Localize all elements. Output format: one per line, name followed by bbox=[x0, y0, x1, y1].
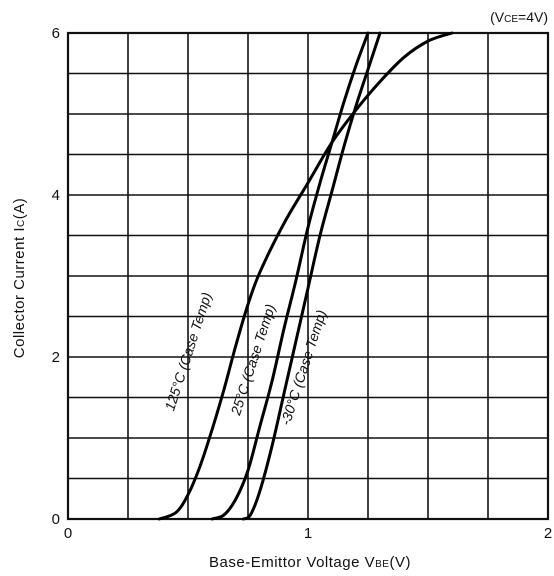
series-line-0 bbox=[157, 31, 454, 521]
grid bbox=[68, 33, 548, 519]
y-tick-label: 2 bbox=[52, 349, 60, 366]
y-axis-label: Collector Current IC(A) bbox=[11, 198, 28, 358]
x-axis-label: Base-Emittor Voltage VBE(V) bbox=[209, 554, 411, 571]
y-tick-label: 4 bbox=[52, 187, 60, 204]
tick-labels: 0 1 2 0 2 4 6 bbox=[52, 25, 553, 542]
series-line-2 bbox=[241, 31, 382, 521]
condition-label: (VCE=4V) bbox=[490, 9, 548, 25]
plot-frame bbox=[66, 31, 550, 521]
x-tick-label: 1 bbox=[304, 525, 312, 542]
x-tick-label: 2 bbox=[544, 525, 552, 542]
y-tick-label: 0 bbox=[52, 511, 60, 528]
curves bbox=[157, 31, 454, 521]
y-tick-label: 6 bbox=[52, 25, 60, 42]
series-line-1 bbox=[210, 31, 370, 521]
curve-label-1: 25°C (Case Temp) bbox=[227, 302, 278, 418]
x-tick-label: 0 bbox=[64, 525, 72, 542]
